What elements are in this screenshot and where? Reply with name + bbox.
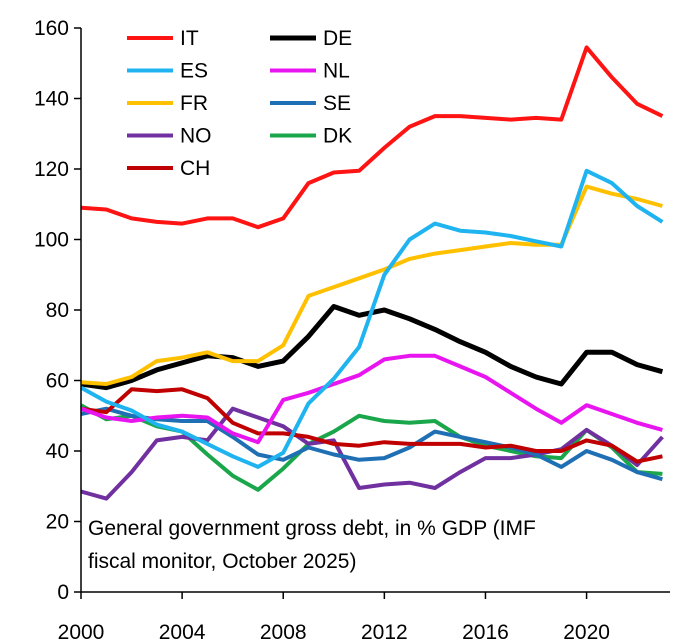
legend-label: ES — [180, 60, 208, 83]
legend-label: SE — [323, 92, 351, 115]
legend-label: FR — [180, 92, 208, 115]
legend-item-es: ES — [127, 60, 208, 83]
note-line-2: fiscal monitor, October 2025) — [88, 550, 356, 573]
y-tick-label: 120 — [34, 158, 69, 181]
series-line-it — [80, 45, 664, 230]
legend-item-se: SE — [270, 92, 351, 115]
series-lines — [80, 45, 664, 501]
x-axis-ticks: 2000 2004 2008 2012 2016 2020 — [58, 592, 610, 641]
series-line-nl — [80, 353, 663, 445]
legend-label: CH — [180, 157, 210, 180]
series-line-fr — [80, 184, 663, 386]
series-line-es — [80, 168, 664, 469]
x-tick-label: 2000 — [58, 621, 105, 641]
y-tick-label: 0 — [57, 581, 69, 604]
legend-label: DE — [323, 27, 352, 50]
series-line-ch — [80, 387, 663, 464]
legend-item-ch: CH — [127, 157, 210, 180]
y-tick-label: 60 — [46, 370, 69, 393]
chart-note: General government gross debt, in % GDP … — [88, 517, 536, 573]
x-tick-label: 2020 — [563, 621, 610, 641]
series-line-de — [80, 304, 664, 391]
legend-item-nl: NL — [270, 60, 350, 83]
x-tick-label: 2004 — [159, 621, 206, 641]
legend-item-it: IT — [127, 27, 199, 50]
y-tick-label: 20 — [46, 511, 69, 534]
series-line-no — [80, 406, 664, 501]
y-tick-label: 100 — [34, 229, 69, 252]
legend-item-dk: DK — [270, 125, 352, 148]
legend-item-fr: FR — [127, 92, 208, 115]
y-tick-label: 80 — [46, 299, 69, 322]
y-tick-label: 140 — [34, 88, 69, 111]
legend-label: DK — [323, 125, 352, 148]
legend-item-de: DE — [270, 27, 352, 50]
legend-item-no: NO — [127, 125, 212, 148]
x-tick-label: 2008 — [260, 621, 307, 641]
legend-label: NO — [180, 125, 212, 148]
x-tick-label: 2016 — [462, 621, 509, 641]
x-tick-label: 2012 — [361, 621, 408, 641]
y-axis-ticks: 0 20 40 60 80 100 120 140 160 — [34, 17, 81, 604]
y-tick-label: 40 — [46, 440, 69, 463]
y-tick-label: 160 — [34, 17, 69, 40]
legend: IT DE ES NL FR SE NO DK CH — [127, 27, 352, 180]
legend-label: NL — [323, 60, 350, 83]
legend-label: IT — [180, 27, 199, 50]
series-line-se — [80, 406, 663, 482]
note-line-1: General government gross debt, in % GDP … — [88, 517, 536, 540]
